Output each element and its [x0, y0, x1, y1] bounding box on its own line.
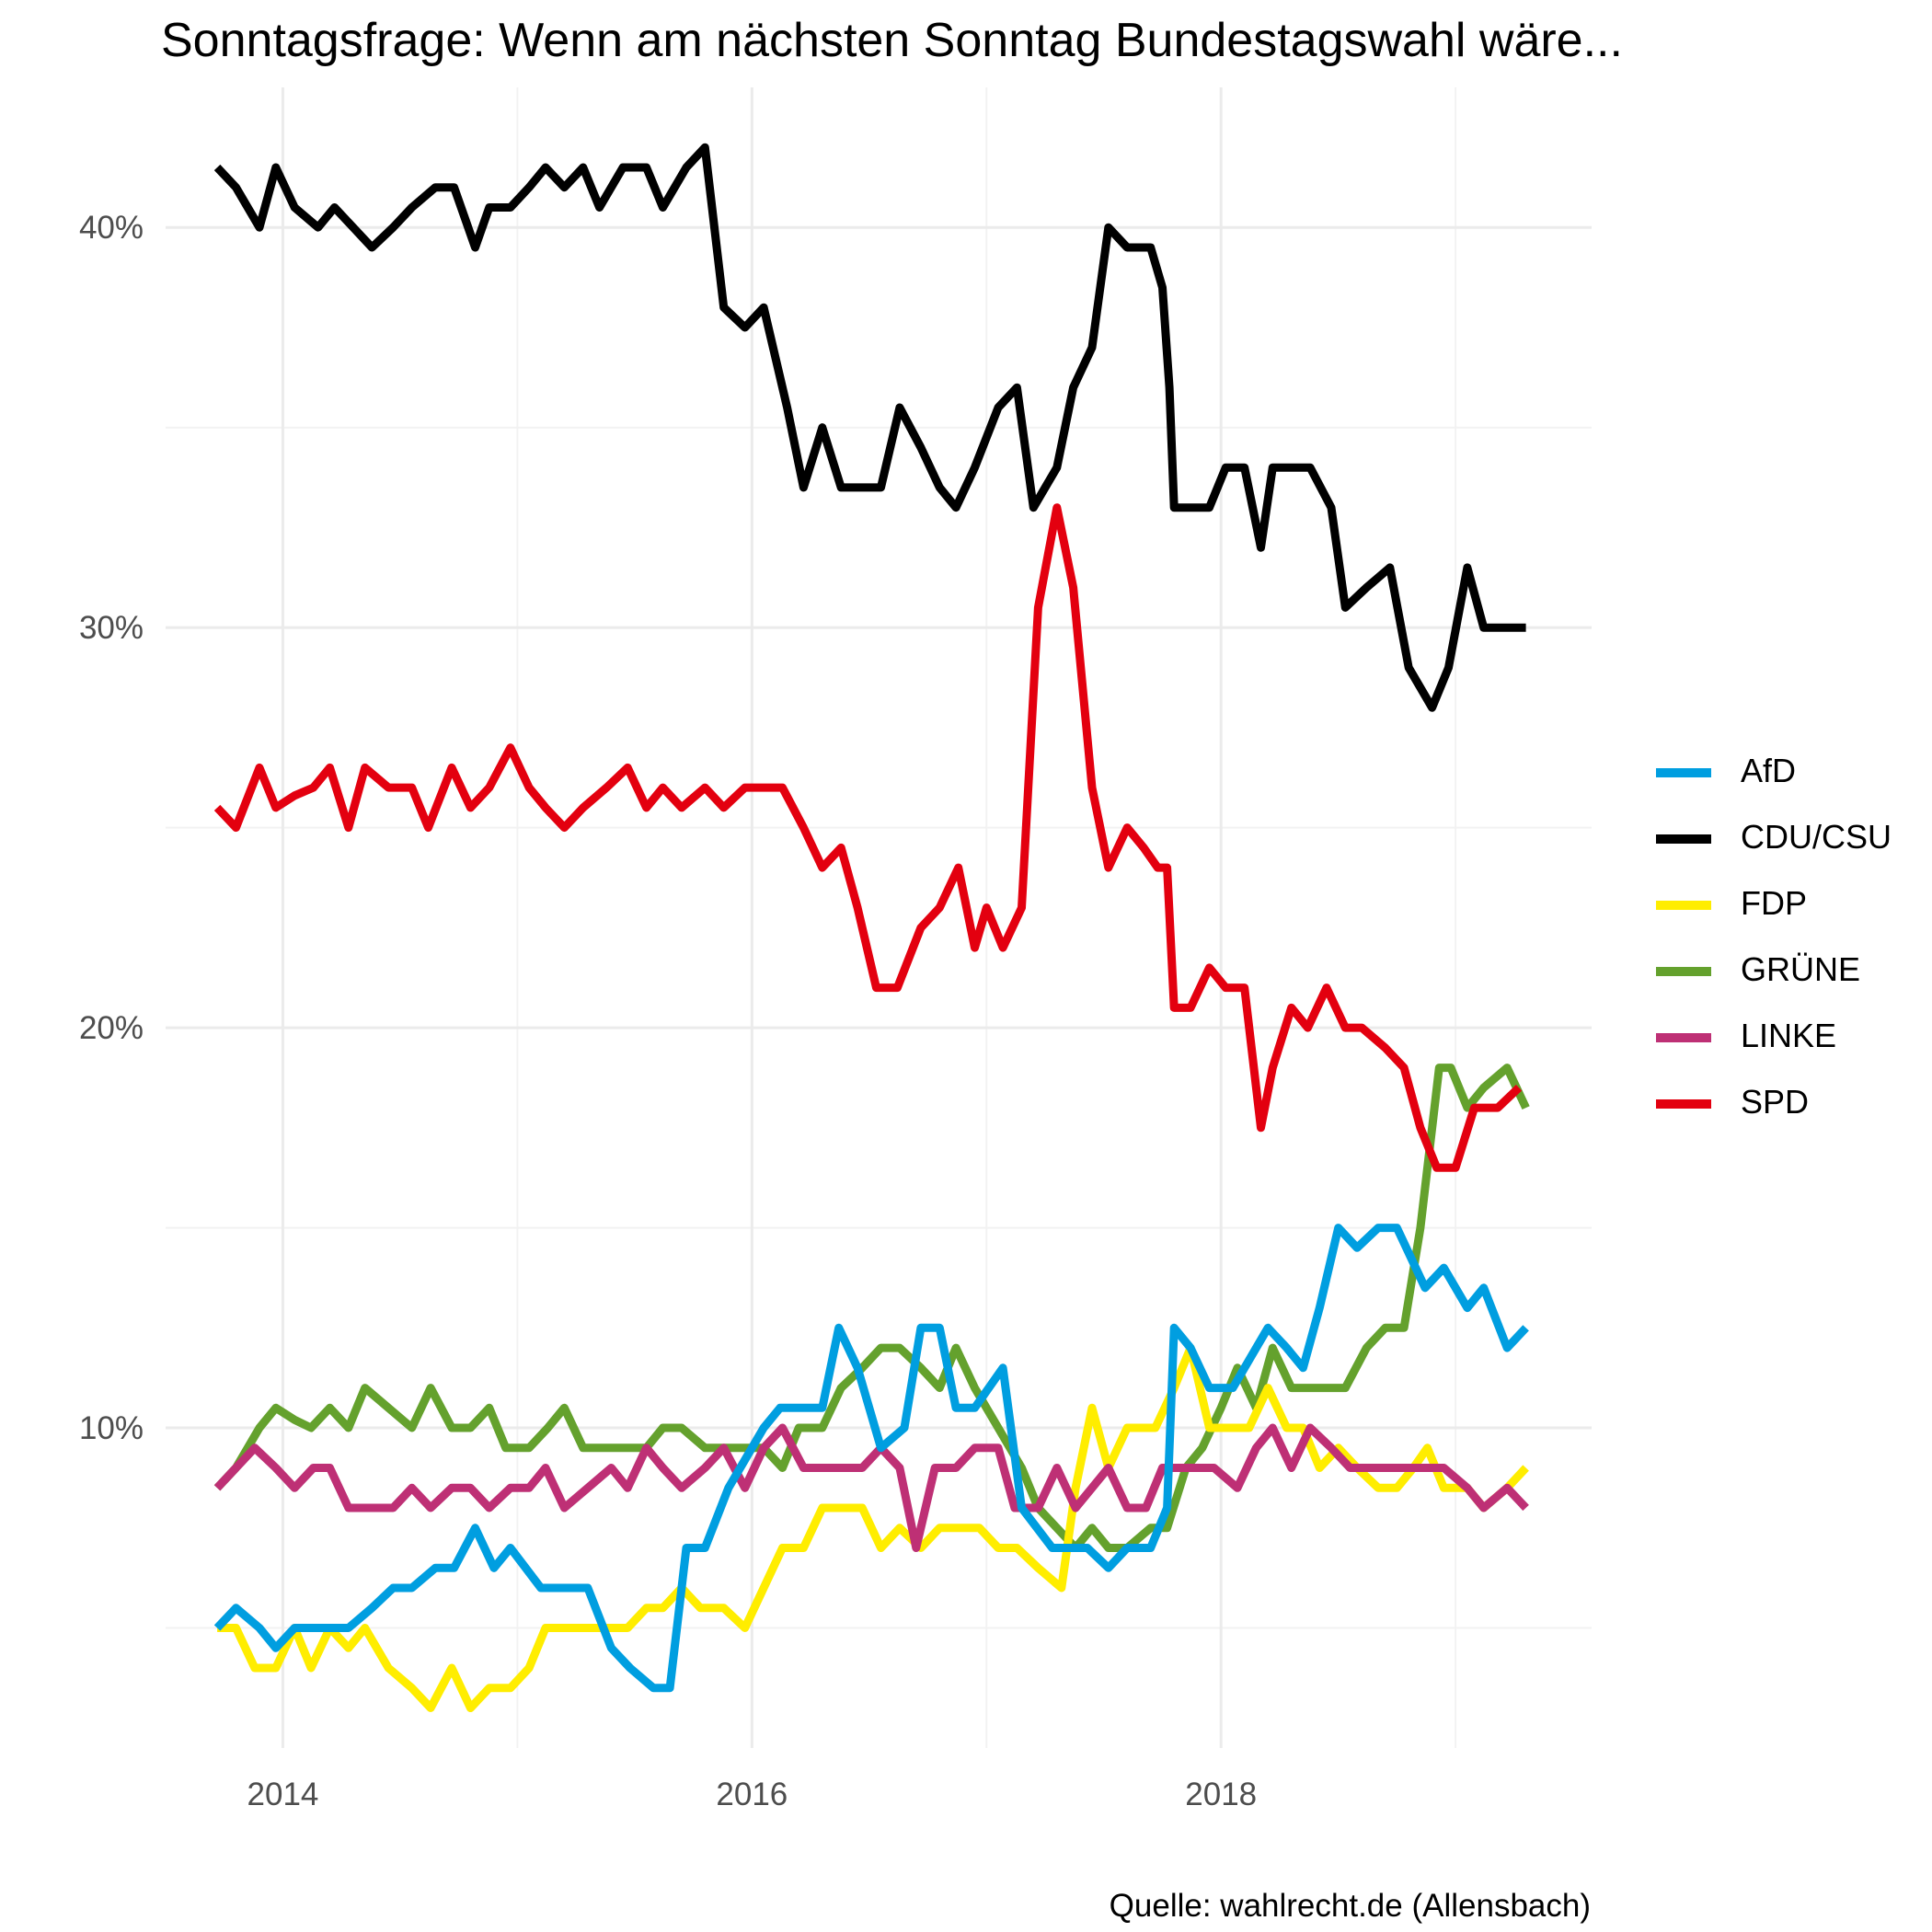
series-lines	[213, 143, 1530, 1712]
source-caption: Quelle: wahlrecht.de (Allensbach)	[1109, 1888, 1591, 1924]
series-line-spd	[213, 503, 1523, 1172]
y-tick-label: 20%	[79, 1010, 144, 1046]
y-axis: 10% 20% 30% 40%	[79, 210, 144, 1446]
y-tick-label: 30%	[79, 610, 144, 646]
x-axis: 2014 2016 2018	[247, 1777, 1258, 1812]
legend-swatch	[1656, 1033, 1711, 1042]
grid-lines	[166, 87, 1592, 1748]
series-line-fdp	[217, 1343, 1529, 1712]
legend-label: CDU/CSU	[1741, 818, 1892, 856]
chart-title: Sonntagsfrage: Wenn am nächsten Sonntag …	[161, 14, 1623, 67]
legend-swatch	[1656, 967, 1711, 976]
x-tick-label: 2016	[716, 1777, 788, 1812]
series-line-gr-ne	[213, 1064, 1530, 1552]
legend-label: AfD	[1741, 752, 1797, 789]
legend-swatch	[1656, 1099, 1711, 1109]
x-tick-label: 2014	[247, 1777, 319, 1812]
legend-swatch	[1656, 901, 1711, 910]
legend-swatch	[1656, 768, 1711, 777]
legend-label: GRÜNE	[1741, 950, 1861, 988]
legend-label: SPD	[1741, 1083, 1810, 1121]
legend-label: LINKE	[1741, 1017, 1837, 1054]
y-tick-label: 40%	[79, 210, 144, 246]
x-tick-label: 2018	[1185, 1777, 1257, 1812]
series-line-cdu-csu	[213, 143, 1526, 712]
legend-swatch	[1656, 834, 1711, 844]
y-tick-label: 10%	[79, 1410, 144, 1446]
series-line-afd	[213, 1224, 1529, 1693]
legend-label: FDP	[1741, 884, 1807, 922]
